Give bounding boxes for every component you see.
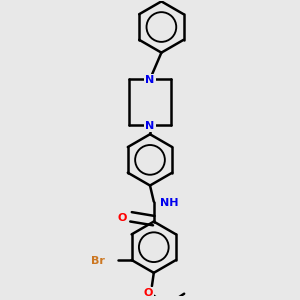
Text: O: O [118,213,127,223]
Text: N: N [146,121,154,131]
Text: Br: Br [91,256,105,266]
Text: NH: NH [160,198,179,208]
Text: N: N [146,75,154,85]
Text: O: O [143,288,153,298]
